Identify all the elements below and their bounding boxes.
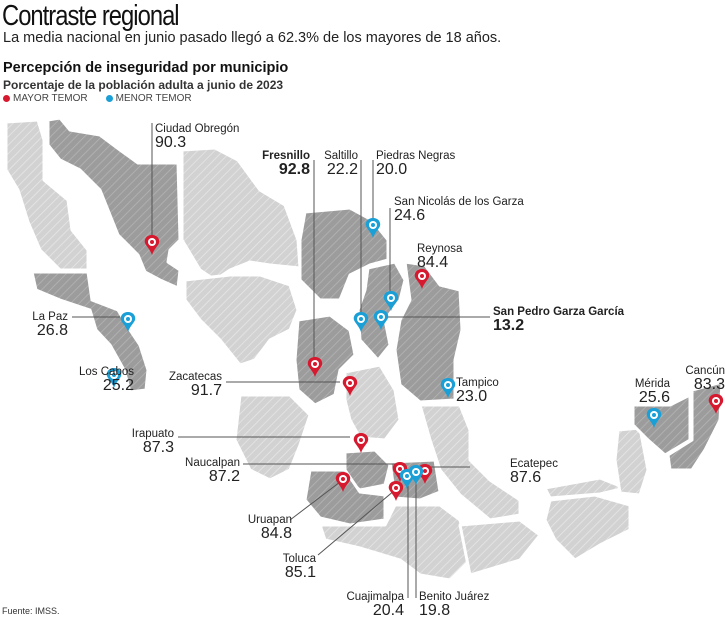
region-guerrero (318, 503, 472, 582)
label-name: Naucalpan (185, 457, 240, 469)
region-coahuila (298, 206, 390, 302)
legend-label-high: MAYOR TEMOR (13, 93, 88, 104)
label-san-nicolas: San Nicolás de los Garza 24.6 (394, 196, 524, 225)
page-title: Contraste regional (2, 0, 180, 32)
region-oaxaca (458, 518, 542, 577)
source-note: Fuente: IMSS. (2, 606, 60, 616)
blue-dot-icon (105, 95, 113, 102)
leader-lines (72, 123, 490, 598)
label-zacatecas: Zacatecas 91.7 (160, 371, 222, 400)
label-cancun: Cancún 83.3 (670, 365, 725, 394)
label-name: La Paz (32, 311, 68, 323)
label-value: 87.2 (208, 468, 240, 486)
label-fresnillo: Fresnillo 92.8 (262, 150, 310, 179)
region-tamaulipas (393, 260, 464, 404)
region-quintana-roo (666, 380, 724, 472)
label-uruapan: Uruapan 84.8 (230, 514, 292, 543)
region-durango (183, 273, 300, 367)
label-name: Uruapan (247, 514, 292, 526)
legend-item-high: MAYOR TEMOR (3, 93, 88, 104)
label-los-cabos: Los Cabos 25.2 (40, 366, 134, 395)
label-la-paz: La Paz 26.8 (20, 311, 68, 340)
label-irapuato: Irapuato 87.3 (110, 428, 174, 457)
label-value: 20.4 (372, 602, 404, 620)
label-name: Benito Juárez (419, 591, 490, 603)
label-value: 84.4 (417, 254, 449, 272)
label-name: Cancún (685, 365, 725, 377)
label-name: Saltillo (324, 150, 358, 162)
label-value: 22.2 (326, 161, 358, 179)
label-name: Cuajimalpa (346, 591, 404, 603)
label-value: 83.3 (693, 376, 725, 394)
label-value: 20.0 (376, 161, 408, 179)
label-ecatepec: Ecatepec 87.6 (510, 458, 558, 487)
region-campeche (613, 426, 650, 497)
chart-title: Percepción de inseguridad por municipio (3, 60, 289, 76)
label-name: Irapuato (131, 428, 174, 440)
label-saltillo: Saltillo 22.2 (316, 150, 358, 179)
region-veracruz (418, 403, 522, 522)
label-tampico: Tampico 23.0 (456, 377, 499, 406)
label-name: Los Cabos (79, 366, 134, 378)
legend: MAYOR TEMOR MENOR TEMOR (3, 93, 192, 104)
label-value: 84.8 (260, 525, 292, 543)
label-piedras-negras: Piedras Negras 20.0 (376, 150, 455, 179)
label-cuajimalpa: Cuajimalpa 20.4 (330, 591, 404, 620)
label-value: 24.6 (394, 207, 426, 225)
label-benito-juarez: Benito Juárez 19.8 (419, 591, 489, 620)
page-subtitle: La media nacional en junio pasado llegó … (3, 30, 502, 46)
map-regions (4, 116, 724, 582)
label-name: Toluca (282, 553, 316, 565)
label-naucalpan: Naucalpan 87.2 (170, 457, 240, 486)
label-value: 13.2 (493, 317, 525, 335)
region-chihuahua (180, 146, 302, 282)
label-name: Reynosa (417, 243, 463, 255)
region-chiapas (543, 493, 632, 562)
label-value: 25.2 (102, 377, 134, 395)
legend-label-low: MENOR TEMOR (115, 93, 192, 104)
label-value: 87.3 (142, 439, 174, 457)
label-san-pedro: San Pedro Garza García 13.2 (493, 306, 624, 335)
label-value: 26.8 (36, 322, 68, 340)
label-value: 19.8 (419, 602, 451, 620)
label-value: 87.6 (510, 469, 542, 487)
region-baja-california-sur (30, 270, 150, 394)
label-name: Ciudad Obregón (155, 123, 240, 135)
label-name: Tampico (456, 377, 499, 389)
label-name: Piedras Negras (376, 150, 456, 162)
label-value: 90.3 (155, 134, 187, 152)
label-name: San Nicolás de los Garza (394, 196, 524, 208)
label-name: San Pedro Garza García (493, 306, 625, 318)
red-dot-icon (3, 95, 10, 102)
label-name: Ecatepec (510, 458, 558, 470)
label-name: Fresnillo (262, 150, 310, 162)
legend-item-low: MENOR TEMOR (105, 93, 192, 104)
label-ciudad-obregon: Ciudad Obregón 90.3 (155, 123, 239, 152)
label-merida: Mérida 25.6 (620, 378, 670, 407)
label-value: 23.0 (456, 388, 488, 406)
region-tabasco (543, 476, 627, 500)
region-san-luis-potosi (343, 363, 402, 442)
label-value: 25.6 (638, 389, 670, 407)
label-value: 91.7 (190, 382, 222, 400)
label-name: Zacatecas (168, 371, 222, 383)
label-value: 85.1 (284, 564, 316, 582)
label-value: 92.8 (278, 161, 310, 179)
label-toluca: Toluca 85.1 (260, 553, 316, 582)
chart-subtitle: Porcentaje de la población adulta a juni… (3, 78, 284, 92)
region-baja-california (4, 118, 90, 272)
label-reynosa: Reynosa 84.4 (417, 243, 462, 272)
label-name: Mérida (634, 378, 670, 390)
